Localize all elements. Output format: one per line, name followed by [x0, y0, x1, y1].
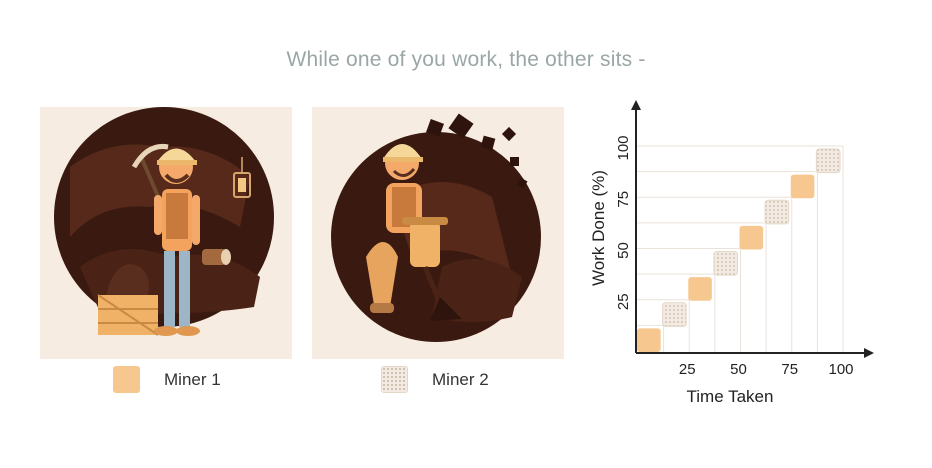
legend-swatch-solid [113, 366, 140, 393]
miner-1-work-box [637, 328, 661, 352]
x-tick-label: 100 [828, 361, 853, 378]
y-axis-arrow [631, 100, 641, 110]
legend-miner-1: Miner 1 [113, 366, 221, 393]
y-tick-label: 25 [615, 293, 632, 310]
y-tick-label: 50 [615, 242, 632, 259]
legend-label-miner-1: Miner 1 [164, 369, 221, 389]
legend-miner-2: Miner 2 [381, 366, 489, 393]
y-tick-label: 75 [615, 191, 632, 208]
y-tick-label: 100 [615, 135, 632, 160]
miner-1-illustration [40, 107, 292, 359]
page-title: While one of you work, the other sits - [286, 48, 646, 71]
miner-2-work-box [815, 148, 841, 174]
miner-2-work-box [764, 199, 790, 225]
miner-2-work-box [662, 302, 687, 327]
miner-1-work-box [739, 225, 764, 250]
x-axis-arrow [864, 348, 874, 358]
x-axis-label: Time Taken [687, 387, 774, 406]
x-tick-label: 50 [730, 361, 747, 378]
miner-2-illustration [312, 107, 564, 359]
miner-1-work-box [688, 277, 712, 301]
legend-label-miner-2: Miner 2 [432, 369, 489, 389]
work-time-chart: 25 50 75 100 25 50 75 100 Time Taken Work Done … [589, 100, 874, 406]
miner-2-work-box [713, 251, 738, 276]
legend-swatch-dotted [381, 366, 408, 393]
x-tick-label: 75 [781, 361, 798, 378]
x-tick-label: 25 [679, 361, 696, 378]
y-axis-label: Work Done (%) [589, 170, 608, 286]
miner-1-work-box [790, 174, 815, 199]
